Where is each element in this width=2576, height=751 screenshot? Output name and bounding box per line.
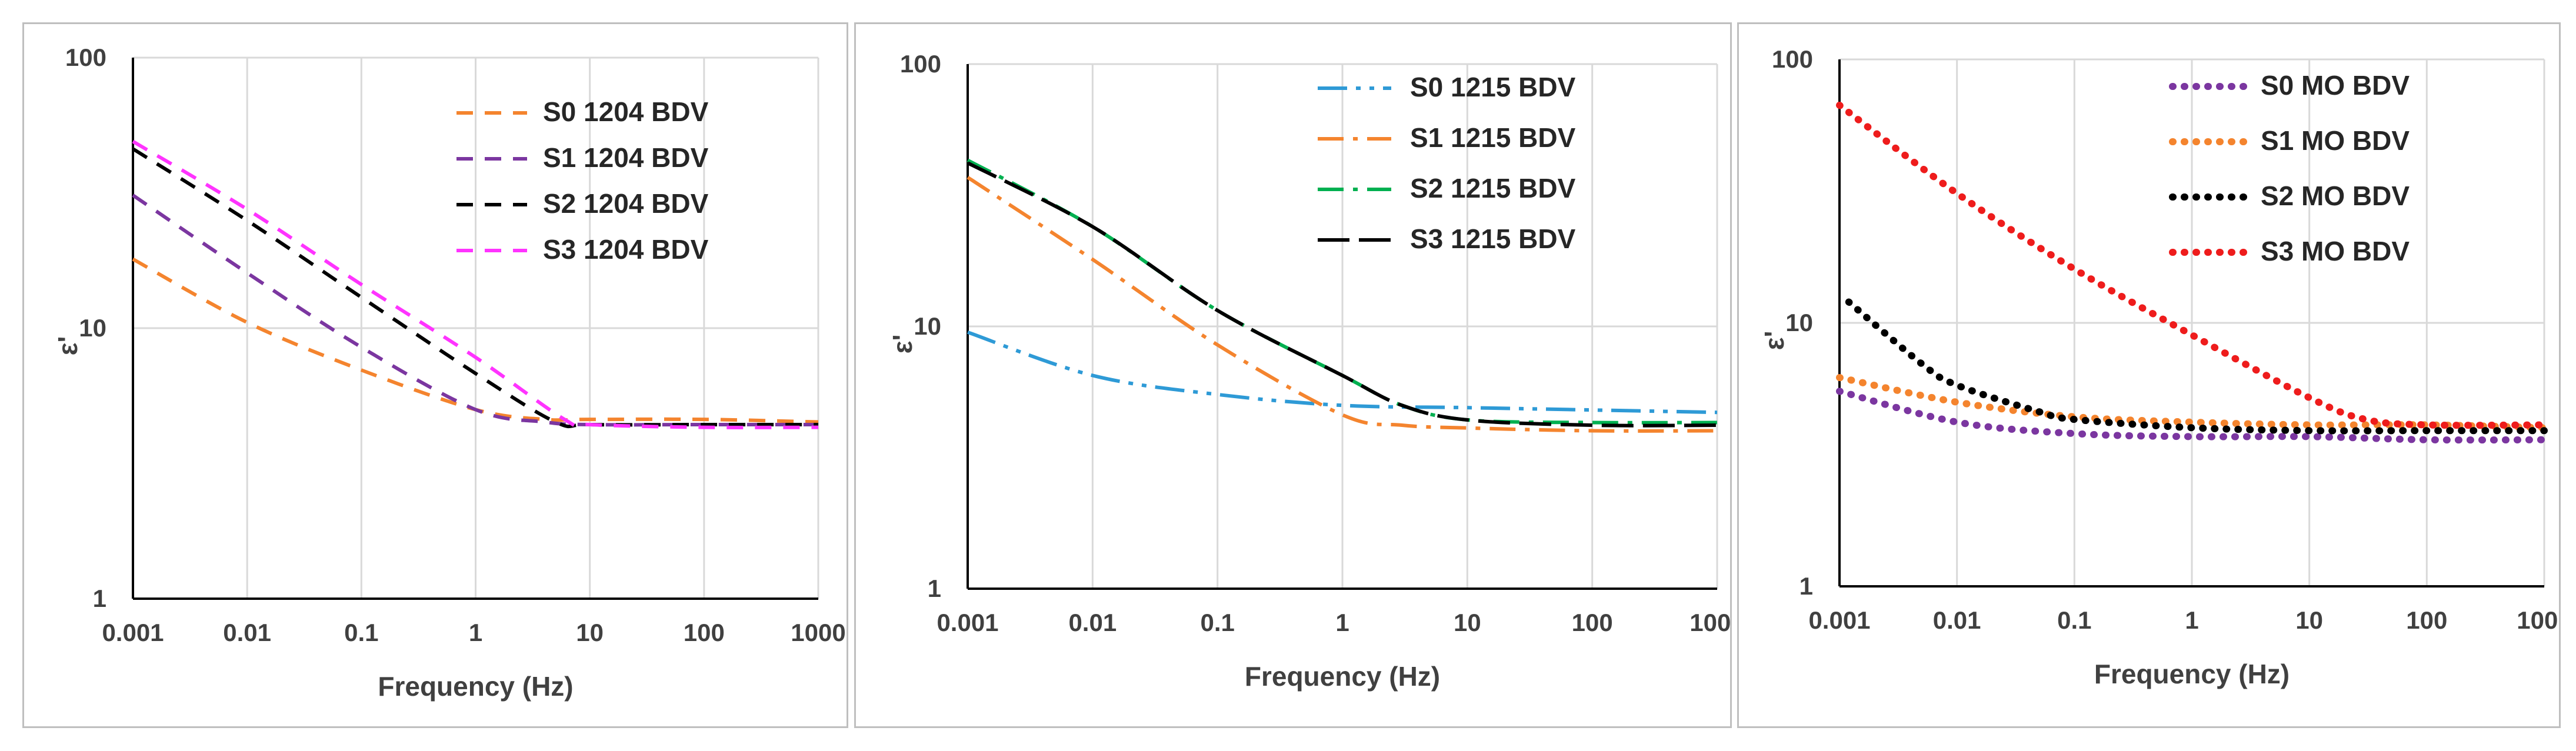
x-tick-label: 0.1: [2057, 606, 2091, 634]
series-line-s0-1204-bdv: [132, 257, 819, 424]
chart-panel-1: 0.001 0.01 0.1 1 10 100 1000 1 10 100 Frequency (H…: [22, 22, 848, 728]
y-tick-label: 100: [65, 44, 106, 71]
chart-panel-3: 0.001 0.01 0.1 1 10 100 1000 1 10 100 Frequency (H…: [1737, 22, 2561, 728]
legend-label: S3 1204 BDV: [543, 234, 709, 265]
x-tick-label: 1: [1335, 609, 1349, 636]
y-tick-label: 100: [1772, 45, 1813, 73]
series-line-s0-mo-bdv: [1836, 388, 2548, 444]
legend-label: S2 1215 BDV: [1410, 173, 1576, 203]
series-line-s1-1215-bdv: [967, 176, 1718, 433]
legend-label: S3 MO BDV: [2261, 236, 2410, 266]
x-tick-label: 0.001: [937, 609, 998, 636]
y-tick-label: 100: [900, 50, 941, 78]
legend-label: S2 1204 BDV: [543, 188, 709, 219]
x-tick-label: 1: [2185, 606, 2198, 634]
x-tick-label: 10: [1454, 609, 1481, 636]
y-tick-label: 1: [1799, 572, 1813, 600]
legend-label: S0 1204 BDV: [543, 96, 709, 127]
x-tick-label: 10: [2295, 606, 2323, 634]
x-tick-label: 0.001: [1808, 606, 1870, 634]
legend-label: S0 1215 BDV: [1410, 72, 1576, 102]
x-axis-title: Frequency (Hz): [2094, 659, 2290, 689]
x-tick-label: 100: [684, 619, 725, 646]
y-tick-label: 1: [93, 585, 106, 612]
x-tick-label: 10: [576, 619, 604, 646]
chart-panel-2: 0.001 0.01 0.1 1 10 100 1000 1 10 100 Frequency (H…: [854, 22, 1732, 728]
y-tick-label: 10: [914, 312, 941, 340]
y-tick-label: 1: [928, 575, 941, 602]
x-axis-title: Frequency (Hz): [1245, 661, 1440, 692]
series-line-s0-1215-bdv: [967, 331, 1718, 415]
y-axis-title: ε': [887, 335, 918, 354]
x-tick-label: 0.01: [1933, 606, 1981, 634]
x-tick-label: 0.01: [1068, 609, 1117, 636]
series-line-s2-1204-bdv: [132, 147, 818, 429]
x-tick-label: 1: [469, 619, 482, 646]
series-line-s3-1215-bdv: [967, 161, 1718, 428]
chart-3: 0.001 0.01 0.1 1 10 100 1000 1 10 100 Frequency (H…: [1759, 45, 2559, 689]
series-line-s1-mo-bdv: [1836, 374, 2548, 432]
legend-label: S0 MO BDV: [2261, 70, 2410, 101]
series-line-s3-mo-bdv: [1836, 101, 2548, 429]
y-tick-label: 10: [1785, 309, 1813, 336]
y-tick-label: 10: [79, 314, 106, 342]
series-line-s1-1204-bdv: [132, 193, 818, 427]
legend-label: S1 1204 BDV: [543, 142, 709, 173]
series-line-s2-1215-bdv: [967, 158, 1718, 425]
x-tick-label: 0.01: [223, 619, 271, 646]
series-line-s2-mo-bdv: [1845, 298, 2548, 435]
chart-2: 0.001 0.01 0.1 1 10 100 1000 1 10 100 Frequency (H…: [887, 50, 1730, 692]
x-axis-title: Frequency (Hz): [378, 671, 573, 702]
legend-label: S1 MO BDV: [2261, 125, 2410, 156]
x-tick-label: 0.1: [1200, 609, 1234, 636]
x-tick-label: 1000: [791, 619, 845, 646]
x-tick-label: 1000: [1689, 609, 1730, 636]
x-tick-label: 0.001: [102, 619, 164, 646]
x-tick-label: 100: [2406, 606, 2447, 634]
x-tick-label: 1000: [2517, 606, 2559, 634]
y-axis-title: ε': [52, 336, 83, 356]
chart-1: 0.001 0.01 0.1 1 10 100 1000 1 10 100 Frequency (H…: [52, 44, 846, 702]
series-line-s3-1204-bdv: [132, 139, 819, 429]
legend-label: S2 MO BDV: [2261, 181, 2410, 211]
x-tick-label: 100: [1572, 609, 1613, 636]
legend-label: S1 1215 BDV: [1410, 122, 1576, 153]
y-axis-title: ε': [1759, 331, 1789, 351]
x-tick-label: 0.1: [344, 619, 378, 646]
legend-label: S3 1215 BDV: [1410, 223, 1576, 254]
